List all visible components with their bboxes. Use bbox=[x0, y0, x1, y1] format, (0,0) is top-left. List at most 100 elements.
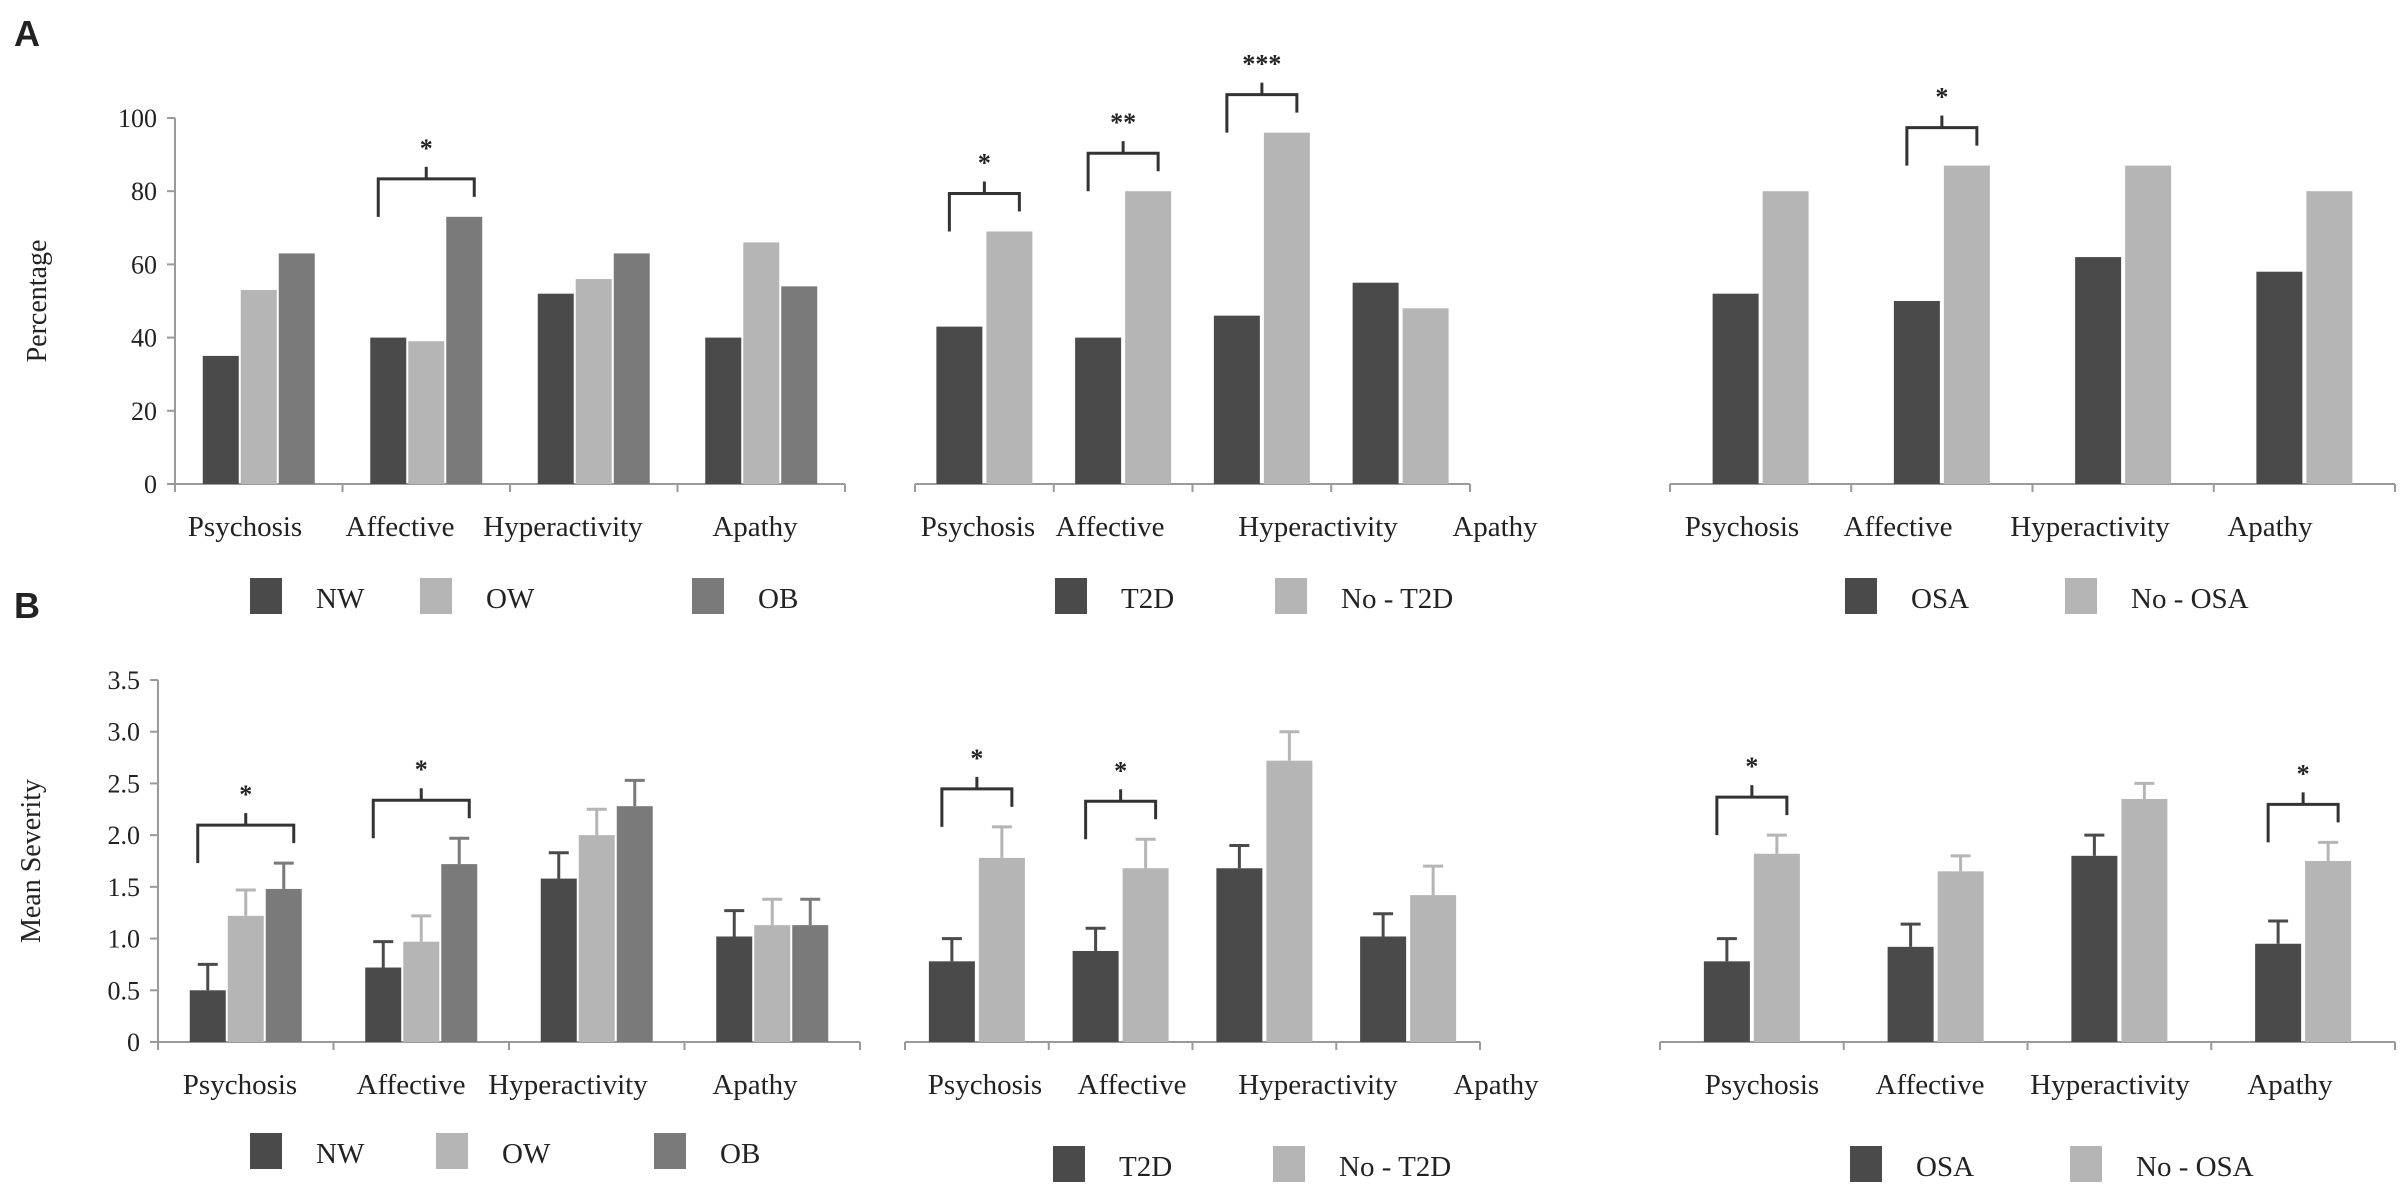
bar-ob-psychosis bbox=[265, 888, 302, 1042]
significance-label: * bbox=[1935, 83, 1948, 112]
significance-bracket bbox=[371, 798, 471, 839]
y-tick-label: 1.5 bbox=[108, 873, 141, 902]
charts-container: 0 20 40 60 80 100 Percentage Psychosis Affective… bbox=[16, 50, 2396, 1183]
significance-label: * bbox=[2297, 759, 2310, 788]
bar-ob-psychosis bbox=[278, 253, 315, 484]
y-axis-title: Percentage bbox=[22, 240, 53, 363]
chart-a1: 0 20 40 60 80 100 Percentage Psychosis Affective… bbox=[22, 104, 846, 615]
legend-label-no-osa: No - OSA bbox=[2136, 1151, 2254, 1183]
legend-swatch-nw bbox=[250, 1133, 282, 1169]
bar-nw-apathy bbox=[705, 337, 742, 484]
legend-label-osa: OSA bbox=[1916, 1151, 1974, 1183]
significance-label: * bbox=[1745, 752, 1758, 781]
significance-bracket bbox=[1084, 799, 1158, 840]
x-tick-label-affective: Affective bbox=[1078, 1069, 1187, 1101]
bar-nw-hyperactivity bbox=[537, 293, 574, 484]
legend-label-ow: OW bbox=[502, 1138, 551, 1170]
y-tick-label: 100 bbox=[118, 104, 157, 133]
significance-label: ** bbox=[1110, 108, 1136, 137]
bar-t2d-apathy bbox=[1360, 936, 1407, 1042]
bar-no-t2d-apathy bbox=[1410, 895, 1457, 1042]
bar-t2d-psychosis bbox=[936, 326, 983, 484]
legend-label-nw: NW bbox=[316, 1138, 365, 1170]
x-tick-label-affective: Affective bbox=[1844, 511, 1953, 543]
legend-label-no-t2d: No - T2D bbox=[1339, 1151, 1451, 1183]
bar-ow-affective bbox=[403, 941, 440, 1042]
bar-no-osa-hyperactivity bbox=[2121, 798, 2168, 1042]
chart-a3: Psychosis Affective Hyperactivity Apathy * OS… bbox=[1669, 83, 2396, 615]
significance-bracket bbox=[947, 191, 1021, 232]
bar-no-osa-psychosis bbox=[1753, 853, 1800, 1042]
legend-swatch-no-t2d bbox=[1273, 1146, 1305, 1182]
bar-no-osa-affective bbox=[1943, 165, 1990, 484]
legend-label-t2d: T2D bbox=[1121, 583, 1174, 615]
y-tick-label: 80 bbox=[131, 177, 157, 206]
legend-swatch-ow bbox=[436, 1133, 468, 1169]
bar-nw-psychosis bbox=[202, 355, 239, 484]
legend-label-ow: OW bbox=[486, 583, 535, 615]
bar-osa-affective bbox=[1887, 946, 1934, 1042]
x-tick-label-psychosis: Psychosis bbox=[1705, 1069, 1819, 1101]
x-tick-label-psychosis: Psychosis bbox=[188, 511, 302, 543]
bar-t2d-hyperactivity bbox=[1216, 868, 1263, 1042]
bar-no-t2d-psychosis bbox=[986, 231, 1033, 484]
bar-t2d-affective bbox=[1075, 337, 1122, 484]
bar-ob-apathy bbox=[792, 925, 829, 1042]
x-tick-label-apathy: Apathy bbox=[1452, 511, 1538, 543]
bar-ob-hyperactivity bbox=[616, 806, 653, 1042]
bar-t2d-apathy bbox=[1352, 282, 1399, 484]
bar-ow-psychosis bbox=[227, 915, 264, 1042]
bar-t2d-hyperactivity bbox=[1213, 315, 1260, 484]
bar-no-t2d-apathy bbox=[1402, 308, 1449, 484]
bar-ow-psychosis bbox=[240, 290, 277, 484]
bar-osa-apathy bbox=[2256, 271, 2303, 484]
x-tick-label-affective: Affective bbox=[346, 511, 455, 543]
significance-bracket bbox=[1086, 151, 1160, 192]
bar-no-t2d-affective bbox=[1122, 868, 1169, 1042]
x-tick-label-apathy: Apathy bbox=[712, 1069, 798, 1101]
significance-bracket bbox=[1225, 93, 1299, 133]
x-tick-label-psychosis: Psychosis bbox=[1685, 511, 1799, 543]
bar-osa-hyperactivity bbox=[2075, 257, 2122, 484]
bar-osa-psychosis bbox=[1712, 293, 1759, 484]
bar-ob-hyperactivity bbox=[613, 253, 650, 484]
bar-nw-apathy bbox=[716, 936, 753, 1042]
bar-nw-affective bbox=[370, 337, 407, 484]
panel-label-a: A bbox=[14, 13, 40, 54]
bar-ow-affective bbox=[408, 341, 445, 484]
y-tick-label: 3.5 bbox=[108, 666, 141, 695]
legend-swatch-osa bbox=[1845, 578, 1877, 614]
bar-no-osa-apathy bbox=[2305, 861, 2352, 1042]
y-tick-label: 2.5 bbox=[108, 769, 141, 798]
x-tick-label-hyperactivity: Hyperactivity bbox=[483, 511, 643, 543]
significance-label: * bbox=[420, 134, 433, 163]
x-tick-label-hyperactivity: Hyperactivity bbox=[2010, 511, 2170, 543]
significance-bracket bbox=[196, 823, 296, 864]
x-tick-label-apathy: Apathy bbox=[2247, 1069, 2333, 1101]
legend-swatch-no-osa bbox=[2070, 1146, 2102, 1182]
bar-ow-hyperactivity bbox=[575, 279, 612, 484]
bar-osa-affective bbox=[1893, 301, 1940, 484]
legend-swatch-osa bbox=[1850, 1146, 1882, 1182]
y-tick-label: 60 bbox=[131, 250, 157, 279]
x-tick-label-hyperactivity: Hyperactivity bbox=[1238, 511, 1398, 543]
legend-swatch-nw bbox=[250, 578, 282, 614]
bar-no-t2d-hyperactivity bbox=[1263, 132, 1310, 484]
x-tick-label-affective: Affective bbox=[1876, 1069, 1985, 1101]
bar-ob-affective bbox=[441, 864, 478, 1042]
bar-nw-hyperactivity bbox=[540, 878, 577, 1042]
y-tick-label: 0 bbox=[127, 1028, 140, 1057]
bar-ob-apathy bbox=[781, 286, 818, 484]
y-tick-label: 1.0 bbox=[108, 925, 141, 954]
bar-no-osa-psychosis bbox=[1762, 191, 1809, 484]
y-tick-label: 3.0 bbox=[108, 718, 141, 747]
bar-osa-apathy bbox=[2255, 943, 2302, 1042]
bar-no-t2d-hyperactivity bbox=[1266, 760, 1313, 1042]
panel-label-b: B bbox=[14, 585, 40, 626]
x-tick-label-affective: Affective bbox=[357, 1069, 466, 1101]
legend-label-no-osa: No - OSA bbox=[2131, 583, 2249, 615]
x-tick-label-apathy: Apathy bbox=[712, 511, 798, 543]
significance-bracket bbox=[2266, 802, 2340, 843]
bar-ob-affective bbox=[446, 216, 483, 484]
